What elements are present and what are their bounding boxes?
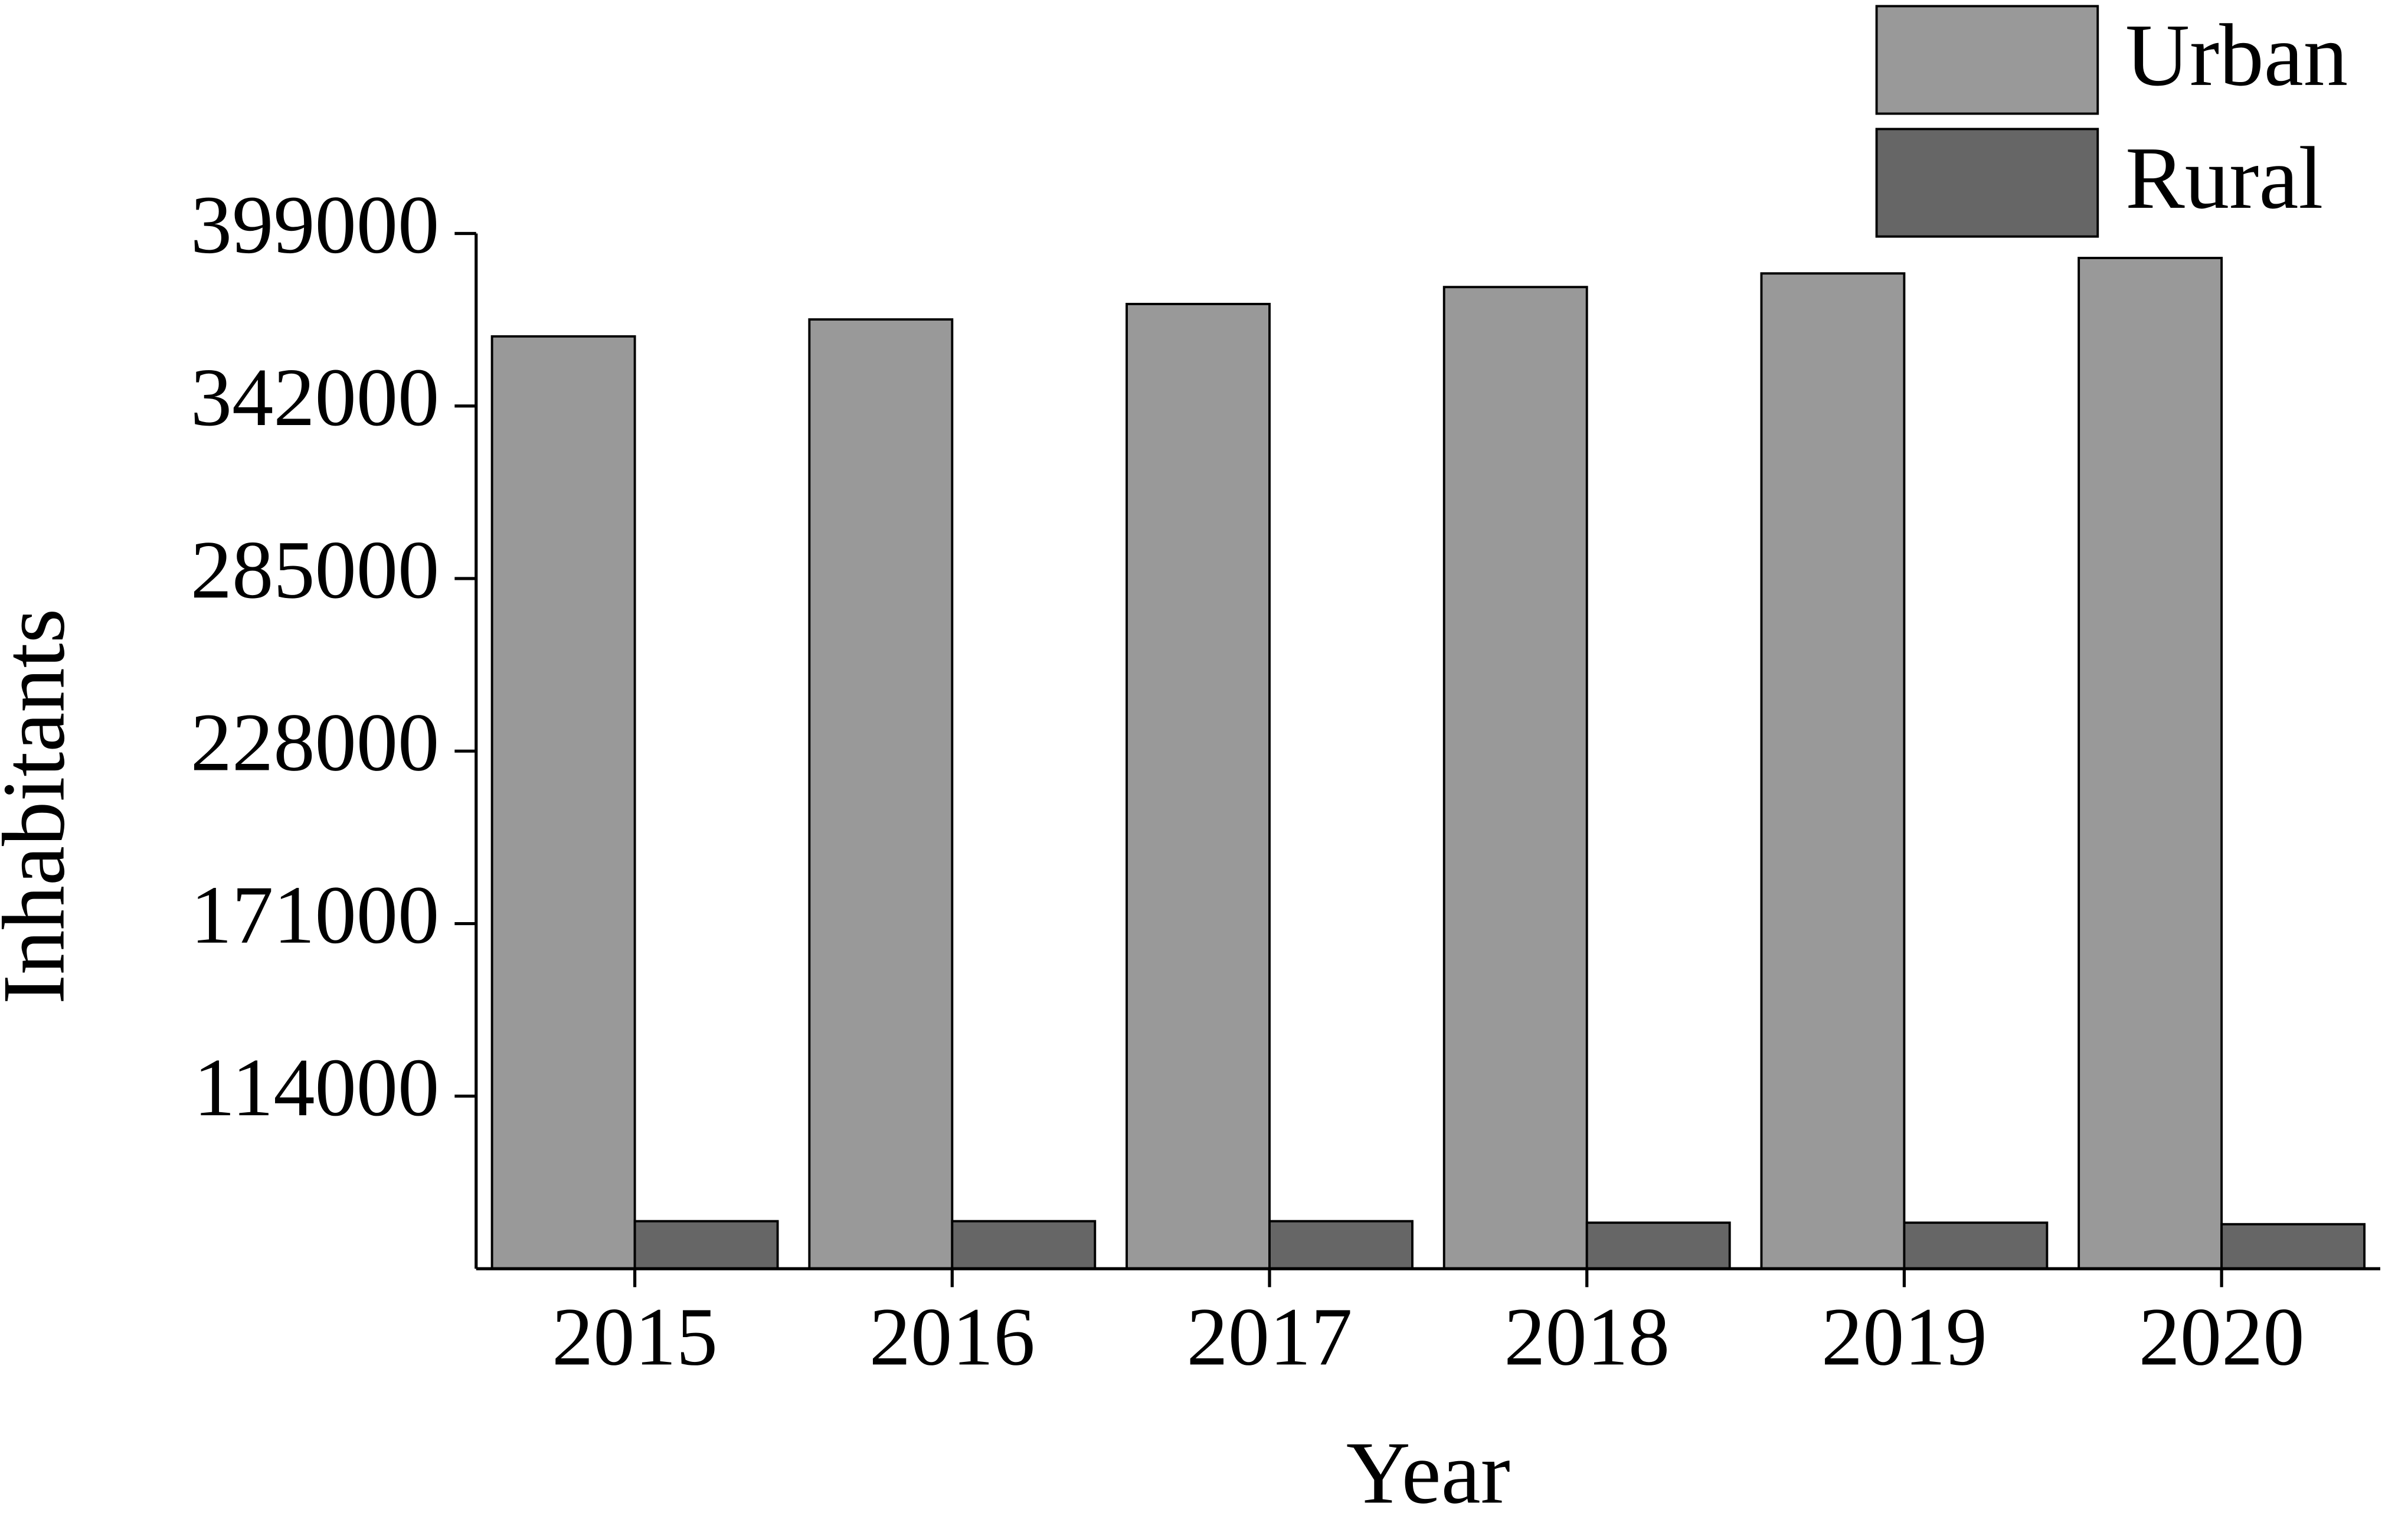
bar xyxy=(490,335,636,1270)
bar xyxy=(633,1220,779,1270)
y-tick-label: 171000 xyxy=(191,870,439,961)
bar xyxy=(951,1220,1097,1270)
bar xyxy=(1585,1221,1731,1270)
x-tick-label: 2015 xyxy=(552,1291,718,1383)
x-tick-label: 2019 xyxy=(1821,1291,1987,1383)
x-axis-label: Year xyxy=(1346,1423,1510,1516)
bar xyxy=(2220,1223,2366,1270)
y-tick-label: 342000 xyxy=(191,352,439,443)
legend-swatch xyxy=(1875,128,2099,238)
x-tick-label: 2018 xyxy=(1504,1291,1670,1383)
bar xyxy=(1126,302,1271,1270)
bar xyxy=(808,318,954,1270)
y-tick-label: 228000 xyxy=(191,697,439,789)
x-tick-label: 2017 xyxy=(1187,1291,1353,1383)
bar xyxy=(1442,286,1588,1270)
legend-label: Urban xyxy=(2125,6,2348,104)
x-tick-label: 2020 xyxy=(2139,1291,2305,1383)
y-axis-label: Inhabitants xyxy=(0,609,83,1004)
legend-swatch xyxy=(1875,5,2099,115)
y-tick-label: 114000 xyxy=(194,1042,439,1133)
bar xyxy=(1760,272,1906,1270)
bar xyxy=(1268,1220,1414,1270)
y-tick-label: 285000 xyxy=(191,524,439,616)
bar xyxy=(2077,257,2223,1270)
x-tick-label: 2016 xyxy=(869,1291,1035,1383)
y-tick-label: 399000 xyxy=(191,179,439,271)
bar xyxy=(1903,1221,2049,1270)
legend-label: Rural xyxy=(2125,129,2323,227)
